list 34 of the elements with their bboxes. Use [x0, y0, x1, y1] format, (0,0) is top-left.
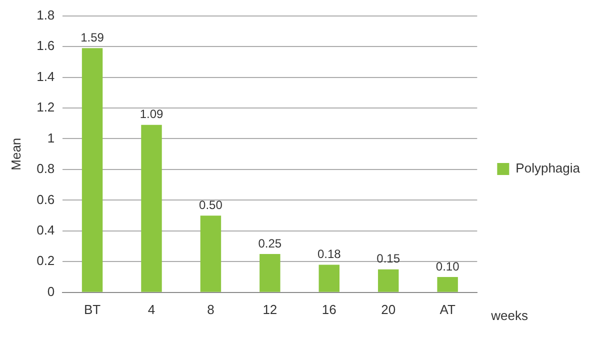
y-tick-label: 0	[47, 284, 55, 299]
x-tick-label: 16	[322, 302, 336, 317]
y-tick-label: 0.6	[36, 192, 55, 207]
data-label: 0.18	[317, 247, 342, 262]
y-tick-label: 1.4	[36, 68, 55, 84]
y-tick-label: 0.4	[36, 222, 55, 238]
y-tick-label: 0.2	[36, 253, 55, 268]
bar	[141, 124, 162, 292]
bar	[437, 277, 458, 292]
y-tick-label: 1.8	[36, 7, 55, 22]
x-tick-label: 12	[262, 302, 278, 317]
y-axis-title: Mean	[8, 138, 24, 170]
y-tick-label: 1	[47, 130, 55, 146]
x-tick-label: 8	[207, 302, 214, 317]
y-tick-label: 0.8	[36, 161, 55, 176]
bar	[260, 254, 280, 292]
y-tick-label: 1.2	[36, 100, 55, 115]
data-label: 0.50	[199, 198, 223, 212]
bar	[378, 269, 399, 292]
data-label: 0.15	[376, 252, 400, 266]
bar	[318, 264, 340, 292]
y-tick-label: 1.6	[36, 38, 55, 54]
x-tick-label: 20	[381, 302, 396, 317]
bar	[200, 216, 222, 292]
legend-label: Polyphagia	[516, 160, 581, 176]
data-label: 1.09	[140, 107, 164, 122]
bar	[82, 48, 103, 292]
data-label: 0.25	[258, 236, 282, 250]
data-label: 0.10	[436, 259, 460, 274]
x-tick-label: BT	[84, 302, 101, 317]
data-label: 1.59	[80, 30, 104, 44]
x-axis-title: weeks	[490, 308, 529, 323]
x-tick-label: AT	[440, 302, 456, 317]
x-tick-label: 4	[148, 302, 156, 317]
